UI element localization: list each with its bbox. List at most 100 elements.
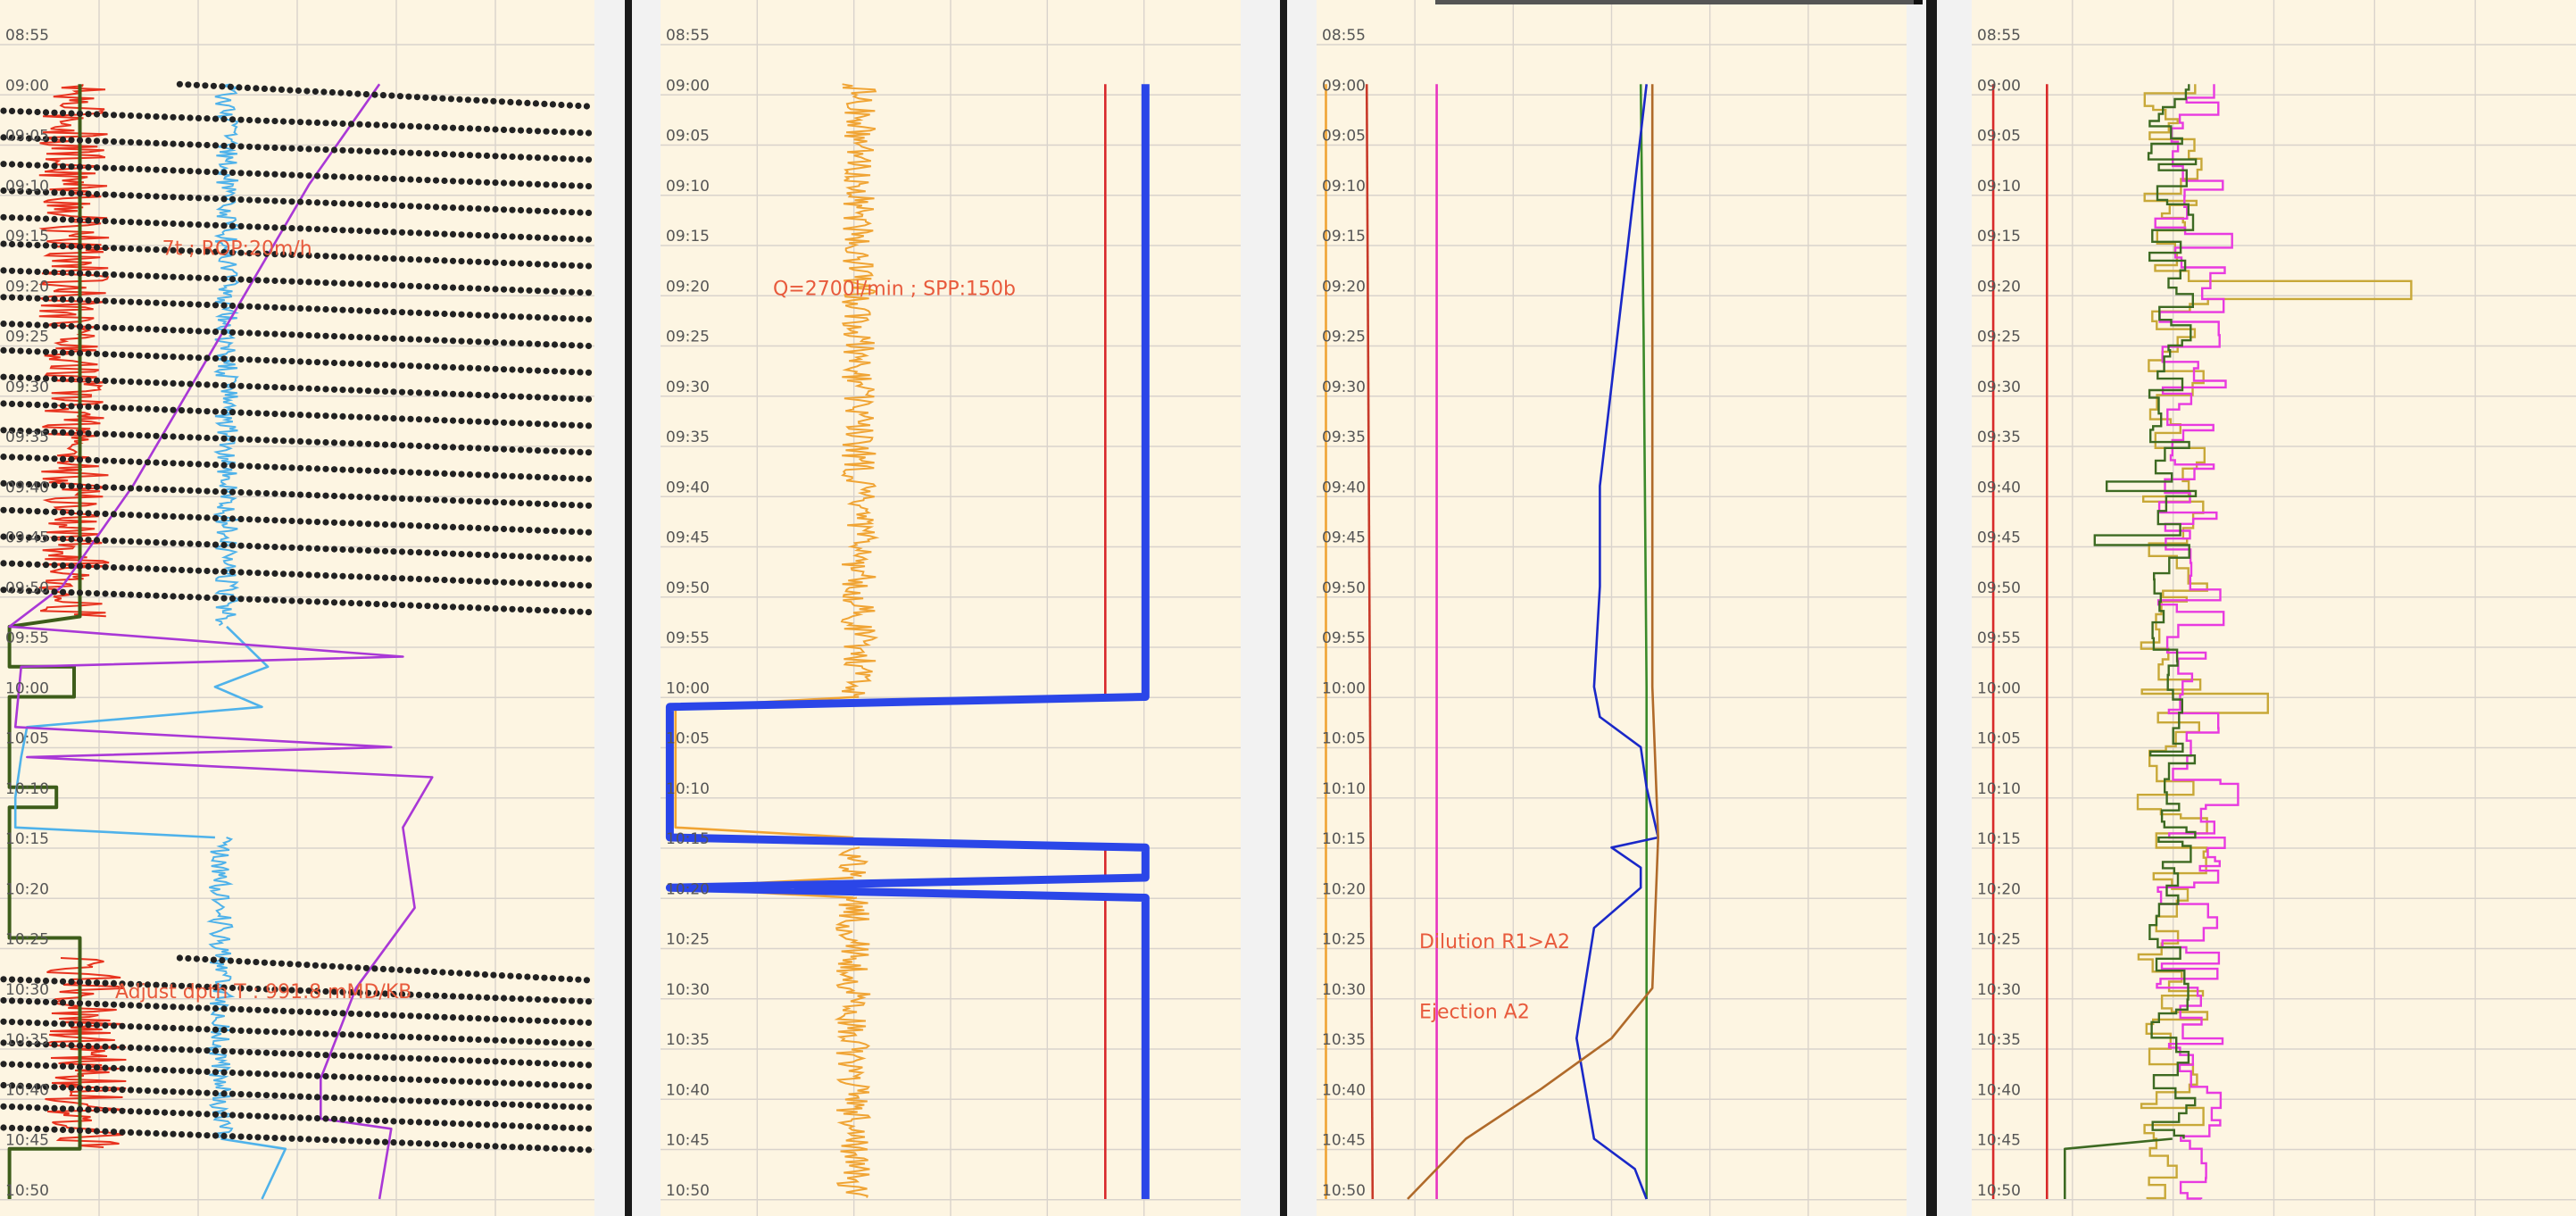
data-point [42, 109, 50, 116]
data-point [85, 217, 92, 224]
data-point [110, 245, 118, 252]
data-point [347, 493, 355, 500]
data-point [449, 523, 457, 531]
series-6 [1407, 84, 1659, 1200]
data-point [466, 1014, 474, 1021]
data-point [339, 333, 346, 340]
data-point [347, 387, 355, 394]
data-point [568, 342, 576, 349]
data-point [17, 347, 24, 354]
data-point [466, 578, 474, 585]
data-point [279, 987, 287, 994]
time-tick-label: 10:40 [666, 1081, 710, 1099]
data-point [509, 260, 516, 267]
data-point [483, 338, 491, 346]
data-point [509, 1122, 516, 1129]
data-point [483, 994, 491, 1001]
track-divider[interactable] [1926, 0, 1937, 1216]
data-point [127, 298, 135, 305]
data-point [449, 1120, 457, 1127]
data-point [102, 1086, 109, 1093]
data-point [356, 227, 363, 235]
data-point [59, 429, 67, 436]
data-point [568, 997, 576, 1004]
track-divider[interactable] [1280, 0, 1287, 1216]
data-point [245, 223, 253, 230]
data-point [320, 962, 328, 970]
data-point [136, 1108, 143, 1115]
data-point [517, 420, 525, 427]
scroll-thumb-end[interactable] [1914, 0, 1923, 4]
data-point [432, 603, 440, 610]
data-point [245, 170, 253, 177]
data-point [102, 1001, 109, 1008]
data-point [253, 959, 260, 966]
data-point [102, 377, 109, 385]
data-point [458, 151, 465, 158]
data-point [339, 387, 346, 394]
data-point [415, 229, 423, 237]
time-tick-label: 10:45 [1977, 1132, 2021, 1150]
data-point [204, 461, 211, 468]
data-point [271, 1029, 278, 1036]
data-point [415, 522, 423, 529]
data-point [347, 1095, 355, 1102]
data-point [398, 469, 406, 476]
data-point [568, 1104, 576, 1111]
data-point [381, 468, 389, 475]
time-tick-label: 10:05 [5, 730, 49, 748]
data-point [202, 955, 209, 963]
data-point [68, 979, 75, 986]
data-point [8, 134, 16, 141]
data-point [178, 1110, 186, 1117]
data-point [381, 362, 389, 369]
data-point [534, 340, 542, 347]
data-point [204, 567, 211, 575]
data-point [296, 412, 304, 419]
data-point [212, 462, 220, 469]
data-point [543, 607, 550, 614]
data-point [187, 274, 194, 281]
data-point [144, 1066, 152, 1073]
data-point [549, 975, 557, 982]
data-point [356, 254, 363, 261]
time-tick-label: 09:45 [1322, 529, 1366, 547]
data-point [585, 422, 593, 429]
data-point [119, 1065, 126, 1072]
data-point [102, 1107, 109, 1114]
data-point [517, 154, 525, 161]
data-point [76, 1105, 84, 1113]
data-point [339, 412, 346, 420]
series-6 [8, 83, 434, 1200]
data-point [364, 521, 372, 528]
data-point [568, 315, 576, 322]
data-point [568, 288, 576, 296]
data-point [187, 1110, 194, 1117]
data-point [330, 572, 338, 579]
data-point [330, 279, 338, 287]
data-point [398, 255, 406, 262]
data-point [330, 988, 338, 995]
data-point [473, 970, 480, 978]
data-point [254, 329, 262, 337]
data-point [220, 329, 228, 336]
data-point [390, 521, 397, 529]
time-axis: 08:5509:0009:0509:1009:1509:2009:2509:30… [1322, 27, 1366, 1200]
data-point [212, 514, 220, 521]
data-point [517, 1122, 525, 1129]
data-point [237, 382, 245, 389]
data-point [212, 115, 220, 122]
data-point [347, 200, 355, 207]
scroll-thumb[interactable] [1435, 0, 1914, 4]
track-divider[interactable] [625, 0, 632, 1216]
data-point [271, 144, 278, 151]
data-point [568, 421, 576, 429]
data-point [458, 1120, 465, 1128]
data-point [543, 181, 550, 188]
data-point [568, 448, 576, 455]
data-point [373, 387, 380, 395]
data-point [102, 297, 109, 304]
data-point [534, 1102, 542, 1109]
data-point [364, 600, 372, 607]
data-point [373, 201, 380, 208]
